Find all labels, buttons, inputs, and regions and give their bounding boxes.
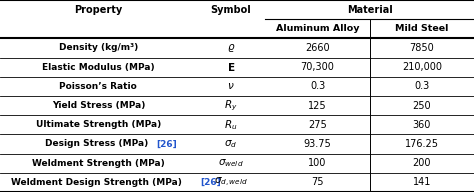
Text: 0.3: 0.3 [310,81,325,91]
Text: Design Stress (MPa): Design Stress (MPa) [0,188,106,192]
Text: 360: 360 [413,120,431,130]
Text: [26]: [26] [0,188,21,192]
Text: Mild Steel: Mild Steel [395,24,448,33]
Text: 70,300: 70,300 [301,62,335,72]
Text: 200: 200 [412,158,431,168]
Text: [26]: [26] [200,178,221,187]
Text: 141: 141 [413,177,431,187]
Text: $\varrho$: $\varrho$ [227,42,235,54]
Text: Ultimate Strength (MPa): Ultimate Strength (MPa) [36,120,161,129]
Text: [26]: [26] [0,188,21,192]
Text: $\mathbf{E}$: $\mathbf{E}$ [227,61,235,73]
Text: 210,000: 210,000 [402,62,442,72]
Text: 125: 125 [308,101,327,111]
Text: 93.75: 93.75 [304,139,331,149]
Text: Property: Property [74,5,122,15]
Text: 0.3: 0.3 [414,81,429,91]
Text: Design Stress (MPa) [26]: Design Stress (MPa) [26] [35,140,162,148]
Text: 7850: 7850 [410,43,434,53]
Text: Material: Material [347,5,392,15]
Text: 250: 250 [412,101,431,111]
Text: $\sigma_{weld}$: $\sigma_{weld}$ [218,157,244,169]
Text: [26]: [26] [156,140,177,148]
Text: $\sigma_{d,weld}$: $\sigma_{d,weld}$ [214,176,248,189]
Text: $\nu$: $\nu$ [228,81,235,91]
Text: 176.25: 176.25 [405,139,439,149]
Text: $R_y$: $R_y$ [224,98,238,113]
Text: Poisson’s Ratio: Poisson’s Ratio [59,82,137,91]
Text: Elastic Modulus (MPa): Elastic Modulus (MPa) [42,63,155,72]
Text: Weldment Strength (MPa): Weldment Strength (MPa) [32,159,165,168]
Text: 100: 100 [309,158,327,168]
Text: Weldment Design Strength (MPa): Weldment Design Strength (MPa) [0,188,174,192]
Text: 75: 75 [311,177,324,187]
Text: $\sigma_d$: $\sigma_d$ [225,138,237,150]
Text: Weldment Design Strength (MPa) [26]: Weldment Design Strength (MPa) [26] [1,178,196,187]
Text: 2660: 2660 [305,43,330,53]
Text: Yield Stress (MPa): Yield Stress (MPa) [52,101,145,110]
Text: 275: 275 [308,120,327,130]
Text: Symbol: Symbol [211,5,251,15]
Text: Weldment Design Strength (MPa): Weldment Design Strength (MPa) [11,178,185,187]
Text: Aluminum Alloy: Aluminum Alloy [276,24,359,33]
Text: Weldment Design Strength (MPa): Weldment Design Strength (MPa) [11,178,185,187]
Text: Density (kg/m³): Density (kg/m³) [59,44,138,52]
Text: $R_u$: $R_u$ [224,118,238,132]
Text: Design Stress (MPa): Design Stress (MPa) [45,140,152,148]
Text: Design Stress (MPa): Design Stress (MPa) [45,140,152,148]
